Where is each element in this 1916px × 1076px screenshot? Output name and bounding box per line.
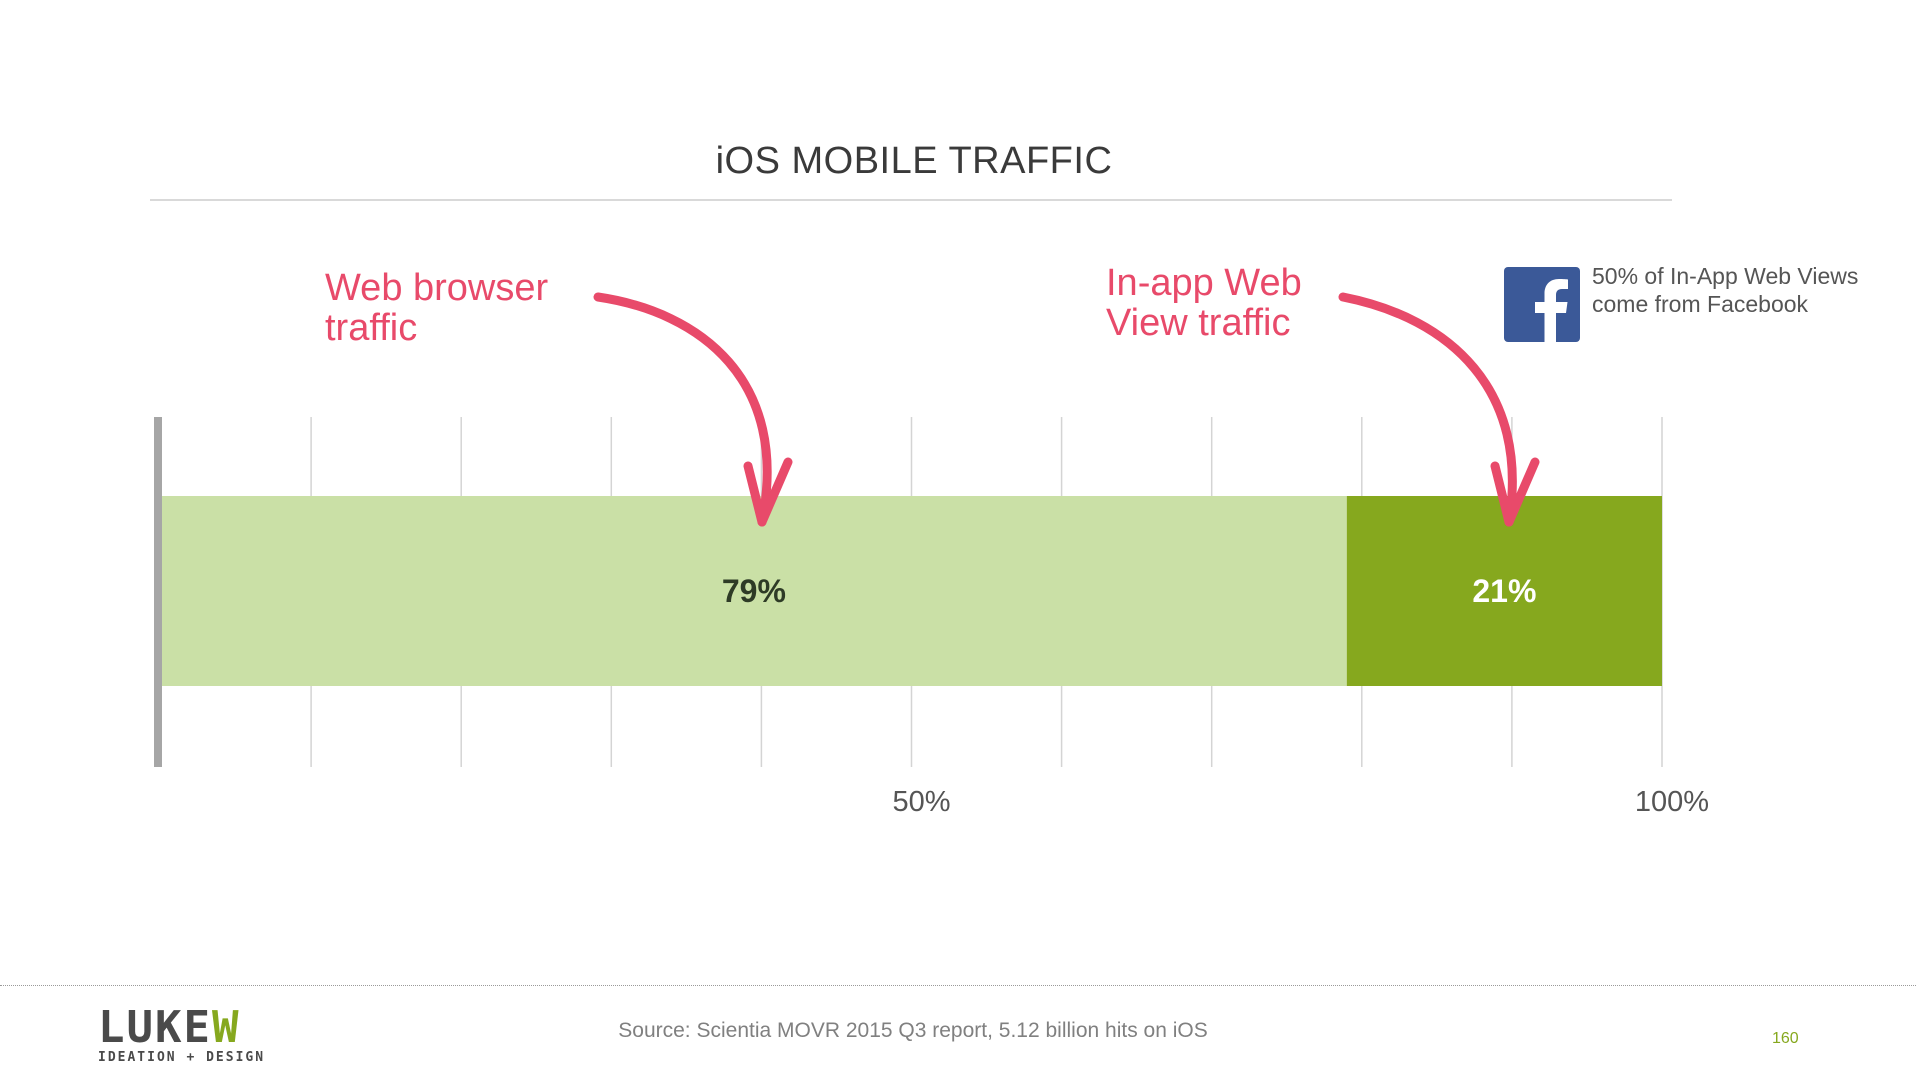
annotation-web-browser: Web browser traffic [325, 267, 549, 349]
annotation-arrow-head [1490, 457, 1540, 527]
annotation-arrow [1338, 292, 1517, 527]
source-note: Source: Scientia MOVR 2015 Q3 report, 5.… [618, 1019, 1208, 1042]
title-divider [150, 199, 1672, 201]
bar-segment [1346, 496, 1662, 686]
logo-tagline: IDEATION + DESIGN [98, 1050, 266, 1065]
x-tick-label: 100% [1635, 786, 1709, 818]
bar-data-label: 79% [722, 573, 786, 609]
footer-divider [0, 985, 1916, 986]
chart-title: iOS MOBILE TRAFFIC [715, 140, 1113, 182]
bar-data-label: 21% [1472, 573, 1536, 609]
logo-word-main: LUKE [98, 1002, 212, 1053]
logo-word-accent: W [211, 1002, 241, 1053]
facebook-note: 50% of In-App Web Views come from Facebo… [1592, 263, 1859, 317]
lukew-logo: LUKEW IDEATION + DESIGN [98, 1006, 283, 1066]
x-tick-label: 50% [892, 786, 950, 818]
bar-segment [161, 496, 1347, 686]
stacked-bar-chart: 79% 21% 50% 100% [154, 292, 1709, 818]
y-axis-baseline [154, 417, 162, 767]
annotation-in-app: In-app Web View traffic [1106, 262, 1302, 344]
facebook-icon [1504, 267, 1580, 342]
annotation-arrow-head [743, 457, 793, 527]
annotation-arrow [593, 292, 772, 527]
page-number: 160 [1772, 1030, 1799, 1047]
